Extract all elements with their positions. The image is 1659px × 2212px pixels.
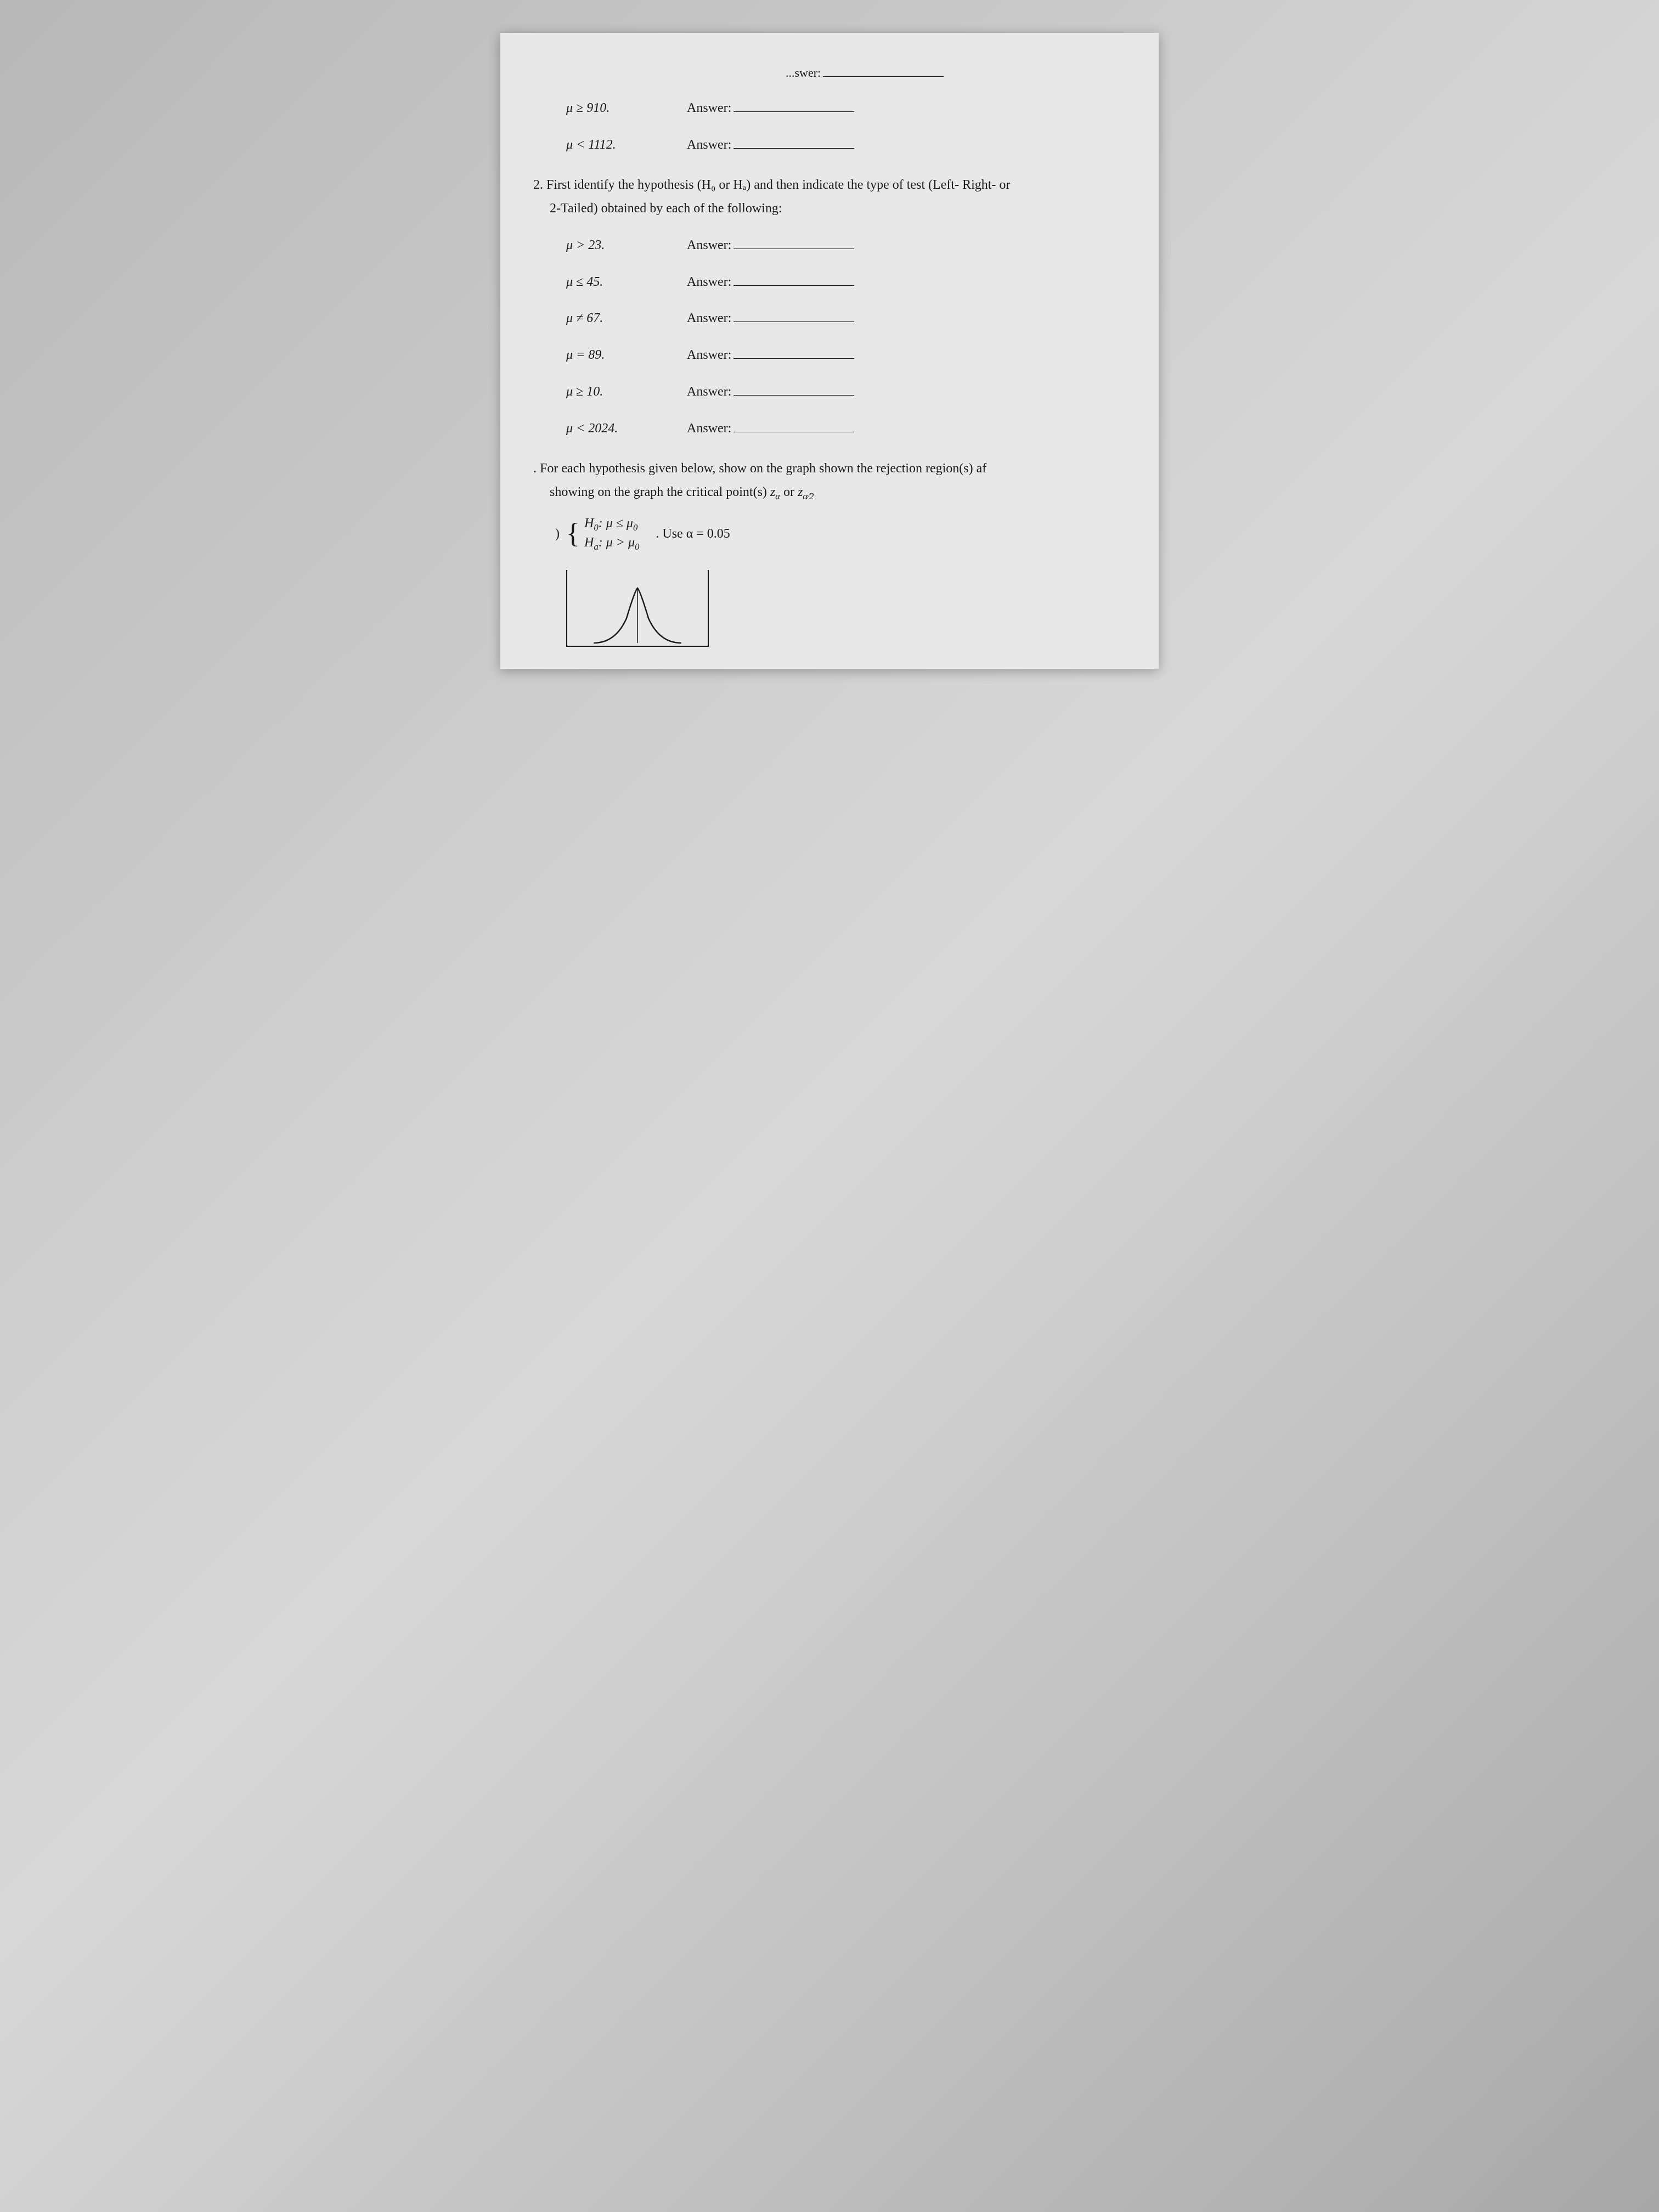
answer-label: Answer: (687, 417, 731, 441)
answer-blank[interactable] (733, 130, 854, 149)
z-alpha: zα (770, 485, 780, 499)
question-text-line2: 2-Tailed) obtained by each of the follow… (550, 197, 1126, 221)
answer-blank[interactable] (733, 340, 854, 359)
math-expression: μ < 2024. (566, 417, 665, 441)
math-expression: μ ≤ 45. (566, 270, 665, 294)
expr-row: μ < 2024. Answer: (566, 414, 1126, 441)
answer-label: Answer: (687, 97, 731, 120)
graph-frame (566, 570, 709, 647)
math-expression: μ ≥ 10. (566, 380, 665, 404)
answer-label: Answer: (687, 343, 731, 367)
math-expression: μ ≥ 910. (566, 97, 665, 120)
answer-label-cut: ...swer: (786, 62, 821, 84)
use-alpha-text: . Use α = 0.05 (656, 522, 730, 546)
ha-line: Ha: μ > μ0 (584, 534, 639, 553)
left-brace: { (566, 521, 580, 547)
expr-row: μ > 23. Answer: (566, 230, 1126, 257)
answer-label: Answer: (687, 307, 731, 330)
question-number-label: 2. (533, 178, 543, 192)
top-partial-section: ...swer: μ ≥ 910. Answer: μ < 1112. Answ… (533, 58, 1126, 157)
paren-label: ) (555, 522, 566, 546)
answer-blank[interactable] (733, 414, 854, 432)
answer-blank[interactable] (733, 93, 854, 112)
cutoff-answer-row: ...swer: (676, 58, 1126, 83)
answer-label: Answer: (687, 270, 731, 294)
or-text: or (780, 485, 798, 499)
z-alpha-half: zα⁄2 (798, 485, 814, 499)
h0-line: H0: μ ≤ μ0 (584, 515, 639, 534)
answer-blank[interactable] (733, 304, 854, 323)
question-2: 2. First identify the hypothesis (H₀ or … (533, 173, 1126, 221)
math-expression: μ > 23. (566, 234, 665, 257)
expr-row: μ ≥ 10. Answer: (566, 377, 1126, 404)
expr-row: μ = 89. Answer: (566, 340, 1126, 367)
answer-blank[interactable] (733, 230, 854, 249)
answer-blank[interactable] (733, 267, 854, 286)
bell-curve-icon (588, 580, 687, 646)
expr-row: μ ≠ 67. Answer: (566, 304, 1126, 331)
question-text-line1: First identify the hypothesis (H₀ or Hₐ)… (546, 178, 1010, 192)
expr-row: μ ≥ 910. Answer: (566, 93, 1126, 120)
answer-label: Answer: (687, 380, 731, 404)
expr-row: μ ≤ 45. Answer: (566, 267, 1126, 294)
q3-line2-prefix: showing on the graph the critical point(… (550, 485, 770, 499)
worksheet-page: ...swer: μ ≥ 910. Answer: μ < 1112. Answ… (500, 33, 1159, 669)
answer-label: Answer: (687, 133, 731, 157)
bullet: . (533, 461, 537, 476)
math-expression: μ < 1112. (566, 133, 665, 157)
hypothesis-block: ) { H0: μ ≤ μ0 Ha: μ > μ0 . Use α = 0.05 (555, 515, 1126, 554)
answer-label: Answer: (687, 234, 731, 257)
question3-text-line2: showing on the graph the critical point(… (550, 481, 1126, 505)
answer-blank[interactable] (733, 377, 854, 396)
hypothesis-lines: H0: μ ≤ μ0 Ha: μ > μ0 (584, 515, 639, 554)
question3-text-line1: For each hypothesis given below, show on… (540, 461, 986, 476)
question-3: . For each hypothesis given below, show … (533, 457, 1126, 505)
expr-row: μ < 1112. Answer: (566, 130, 1126, 157)
math-expression: μ ≠ 67. (566, 307, 665, 330)
math-expression: μ = 89. (566, 343, 665, 367)
answer-blank[interactable] (823, 58, 944, 77)
